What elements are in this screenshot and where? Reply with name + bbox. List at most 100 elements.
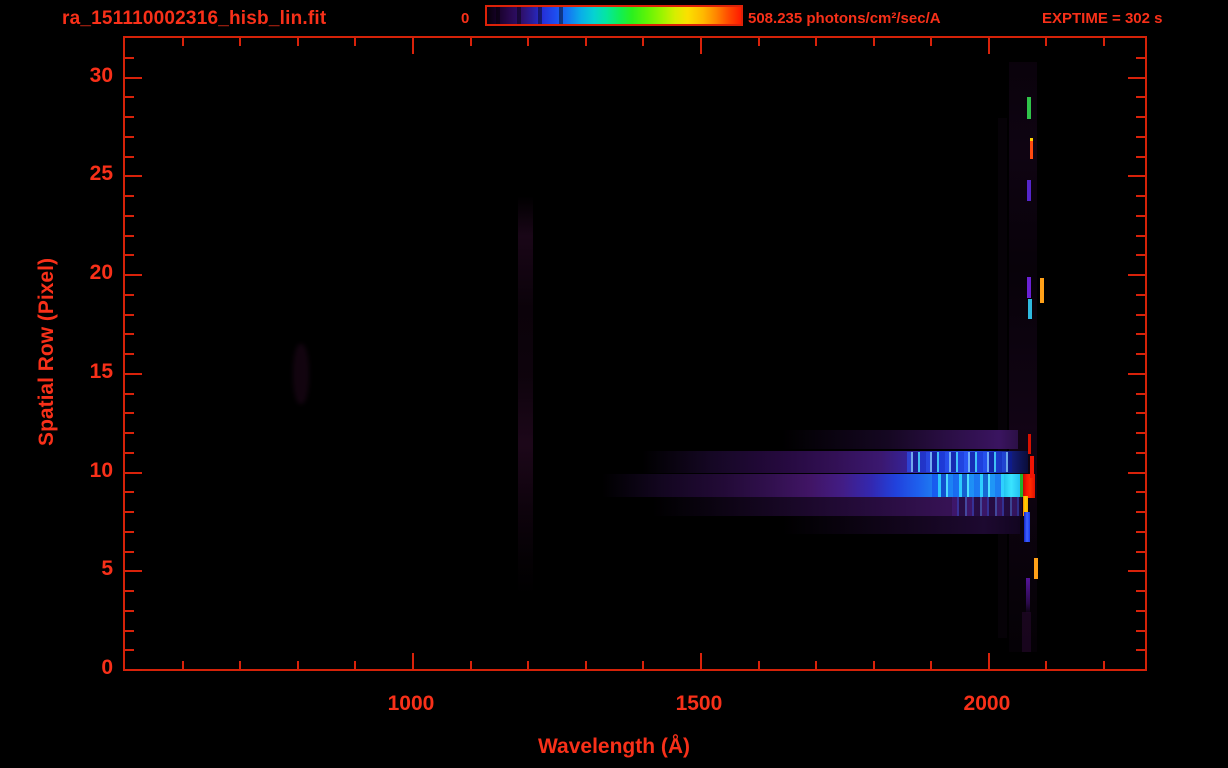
x-tick — [296, 38, 299, 46]
x-tick — [642, 661, 645, 669]
red-peak-blob — [1023, 474, 1035, 498]
x-tick — [354, 661, 357, 669]
y-tick — [125, 175, 142, 178]
x-tick-label: 1000 — [387, 692, 435, 715]
x-tick-label: 1500 — [675, 692, 723, 715]
x-tick — [987, 38, 990, 54]
y-tick — [1136, 530, 1145, 533]
y-tick — [125, 432, 134, 435]
y-tick — [1136, 155, 1145, 158]
y-tick — [1136, 96, 1145, 99]
y-tick — [1136, 491, 1145, 494]
y-tick — [125, 234, 134, 237]
y-tick-label: 15 — [89, 359, 113, 383]
x-tick — [815, 661, 818, 669]
y-tick — [125, 372, 142, 375]
orangered-mark-row26 — [1030, 138, 1033, 159]
y-tick — [125, 293, 134, 296]
y-tick — [1136, 135, 1145, 138]
y-tick-label: 0 — [101, 656, 113, 679]
y-tick-label: 10 — [89, 458, 113, 482]
blue-line-row7 — [1024, 512, 1030, 542]
x-tick — [872, 661, 875, 669]
y-tick — [1136, 214, 1145, 217]
x-tick — [987, 653, 990, 669]
emission-column-2040A — [998, 118, 1007, 638]
y-tick — [125, 333, 134, 336]
y-tick — [1136, 56, 1145, 59]
y-tick — [125, 76, 142, 79]
yellow-line-row8 — [1023, 496, 1028, 516]
y-tick — [1136, 234, 1145, 237]
y-tick-label: 5 — [101, 557, 113, 581]
y-tick — [1136, 649, 1145, 652]
y-tick — [125, 550, 134, 553]
purple-mark-row3 — [1026, 578, 1030, 614]
x-tick — [1045, 661, 1048, 669]
y-tick — [125, 511, 134, 514]
x-tick — [527, 661, 530, 669]
exptime-label: EXPTIME = 302 s — [1042, 10, 1163, 27]
x-tick — [584, 38, 587, 46]
band-row11-12 — [782, 430, 1018, 449]
y-tick — [125, 669, 142, 671]
y-tick — [125, 313, 134, 316]
y-tick — [125, 491, 134, 494]
y-tick-label: 25 — [89, 162, 113, 186]
x-tick — [872, 38, 875, 46]
x-tick — [699, 38, 702, 54]
red-line-row11 — [1028, 434, 1031, 454]
x-tick — [181, 38, 184, 46]
y-tick-label: 20 — [89, 261, 113, 285]
y-axis-title: Spatial Row (Pixel) — [35, 258, 58, 446]
y-tick — [125, 451, 134, 454]
x-tick — [815, 38, 818, 46]
red-line-row10 — [1030, 456, 1034, 478]
y-tick — [125, 590, 134, 593]
x-tick — [354, 38, 357, 46]
violet-mark-row19 — [1027, 277, 1031, 298]
x-tick — [239, 661, 242, 669]
y-tick — [125, 254, 134, 257]
colorbar-min-label: 0 — [461, 10, 470, 27]
y-tick — [125, 649, 134, 652]
x-tick — [930, 661, 933, 669]
y-tick — [125, 155, 134, 158]
y-tick — [125, 570, 142, 573]
band-row10-11-streaks — [907, 452, 1012, 472]
x-axis-title: Wavelength (Å) — [538, 735, 691, 758]
y-tick — [1136, 432, 1145, 435]
y-tick — [1136, 550, 1145, 553]
y-tick — [125, 412, 134, 415]
y-tick — [1136, 511, 1145, 514]
faint-purple-row2 — [1022, 612, 1031, 652]
x-tick — [699, 653, 702, 669]
y-tick — [1136, 313, 1145, 316]
x-tick — [239, 38, 242, 46]
y-tick — [125, 609, 134, 612]
band-row7-8 — [782, 516, 1020, 534]
y-tick — [125, 96, 134, 99]
colorbar-banding — [487, 7, 569, 24]
orange-mark-row19 — [1040, 278, 1044, 303]
y-tick — [1136, 333, 1145, 336]
y-tick — [1128, 669, 1145, 671]
y-tick — [1128, 274, 1145, 277]
y-tick — [1136, 451, 1145, 454]
band-row9-10-streaks — [932, 474, 1004, 497]
x-tick — [584, 661, 587, 669]
y-tick — [1128, 471, 1145, 474]
cyan-peak-block — [1004, 474, 1020, 497]
y-tick — [125, 135, 134, 138]
x-tick — [1103, 661, 1106, 669]
heatmap-plot-area — [123, 36, 1147, 671]
y-tick — [125, 56, 134, 59]
x-tick — [411, 653, 414, 669]
x-tick — [757, 661, 760, 669]
y-tick — [125, 530, 134, 533]
x-tick — [469, 38, 472, 46]
x-tick — [757, 38, 760, 46]
y-tick — [125, 353, 134, 356]
y-tick — [1136, 609, 1145, 612]
